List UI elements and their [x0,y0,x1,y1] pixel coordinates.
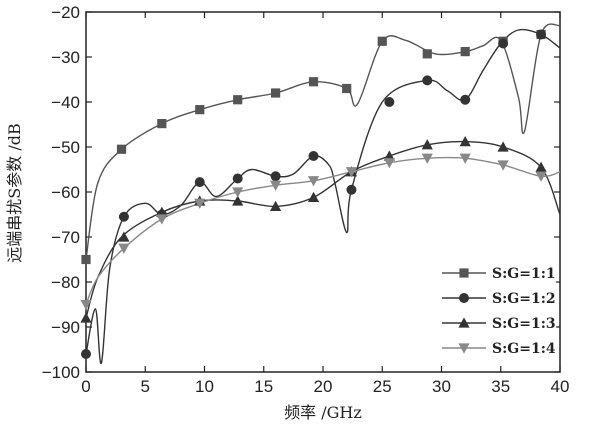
y-tick-label: −30 [51,48,80,67]
data-point-series-2 [194,177,205,188]
x-tick-label: 30 [432,377,451,396]
y-tick-label: −40 [51,93,80,112]
data-point-series-1 [271,88,281,98]
data-point-series-2 [232,173,243,184]
data-point-series-3 [383,150,395,161]
data-point-series-2 [270,171,281,182]
series-markers [80,29,547,359]
data-point-series-3 [270,200,282,211]
data-point-series-4 [270,180,282,191]
legend-label-1: S:G=1:1 [492,266,556,282]
x-axis-label: 频率 /GHz [284,403,362,422]
data-point-series-3 [421,139,433,150]
data-point-series-4 [118,243,130,254]
x-tick-label: 40 [551,377,570,396]
data-point-series-3 [497,141,509,152]
data-point-series-1 [233,95,243,105]
data-point-series-4 [307,176,320,187]
series-line-1 [85,23,561,260]
legend-marker-2 [459,293,469,303]
data-point-series-2 [384,97,395,107]
data-point-series-4 [232,187,244,198]
data-point-series-2 [498,38,509,49]
data-point-series-1 [377,36,387,46]
data-point-series-2 [536,29,547,40]
x-tick-label: 35 [491,377,510,396]
data-point-series-3 [459,136,471,147]
legend-label-4: S:G=1:4 [492,341,556,357]
data-point-series-4 [421,153,433,164]
data-point-series-1 [116,144,127,154]
legend-label-2: S:G=1:2 [492,291,556,307]
data-point-series-2 [460,94,471,105]
data-point-series-2 [346,184,357,195]
x-tick-label: 5 [141,377,150,396]
data-point-series-3 [80,312,92,323]
data-point-series-1 [460,47,470,57]
y-tick-label: −90 [51,318,80,337]
legend-box [436,256,556,364]
legend: S:G=1:1 S:G=1:2 S:G=1:3 S:G=1:4 [436,256,556,364]
x-tick-label: 20 [314,377,333,396]
x-tick-label: 10 [195,377,214,396]
data-point-series-1 [342,83,352,94]
data-point-series-1 [422,49,432,59]
data-point-series-3 [535,161,547,172]
data-point-series-4 [383,158,395,169]
data-point-series-1 [195,105,205,115]
data-point-series-4 [156,214,168,225]
legend-marker-3 [458,317,470,328]
data-point-series-3 [307,191,320,202]
data-point-series-4 [345,167,358,178]
data-point-series-3 [118,231,130,242]
data-point-series-4 [459,153,471,164]
y-axis-ticks: −100 −90 −80 −70 −60 −50 −40 −30 −20 [42,3,560,382]
data-point-series-3 [156,206,168,217]
y-tick-label: −100 [42,363,80,382]
x-tick-label: 15 [254,377,273,396]
legend-marker-4 [458,343,470,354]
data-point-series-4 [497,160,509,171]
data-point-series-3 [232,195,244,206]
data-point-series-4 [194,198,206,209]
data-point-series-4 [80,299,92,311]
data-point-series-4 [535,171,547,182]
data-point-series-1 [157,119,167,129]
legend-marker-1 [459,268,469,278]
x-tick-label: 25 [373,377,392,396]
series-line-2 [85,28,561,364]
legend-label-3: S:G=1:3 [492,316,556,332]
data-point-series-2 [118,211,129,222]
x-axis-ticks: 0 5 10 15 20 25 30 35 40 [81,12,569,396]
data-point-series-2 [422,75,433,86]
x-tick-label: 0 [81,377,90,396]
y-tick-label: −20 [51,3,80,22]
y-tick-label: −70 [51,228,80,247]
y-axis-label: 远端串扰S参数 /dB [5,123,24,262]
data-point-series-2 [81,349,91,359]
y-tick-label: −50 [51,138,80,157]
y-tick-label: −80 [51,273,80,292]
data-point-series-1 [81,254,91,265]
y-tick-label: −60 [51,183,80,202]
data-point-series-2 [308,151,319,161]
data-point-series-1 [308,77,319,87]
